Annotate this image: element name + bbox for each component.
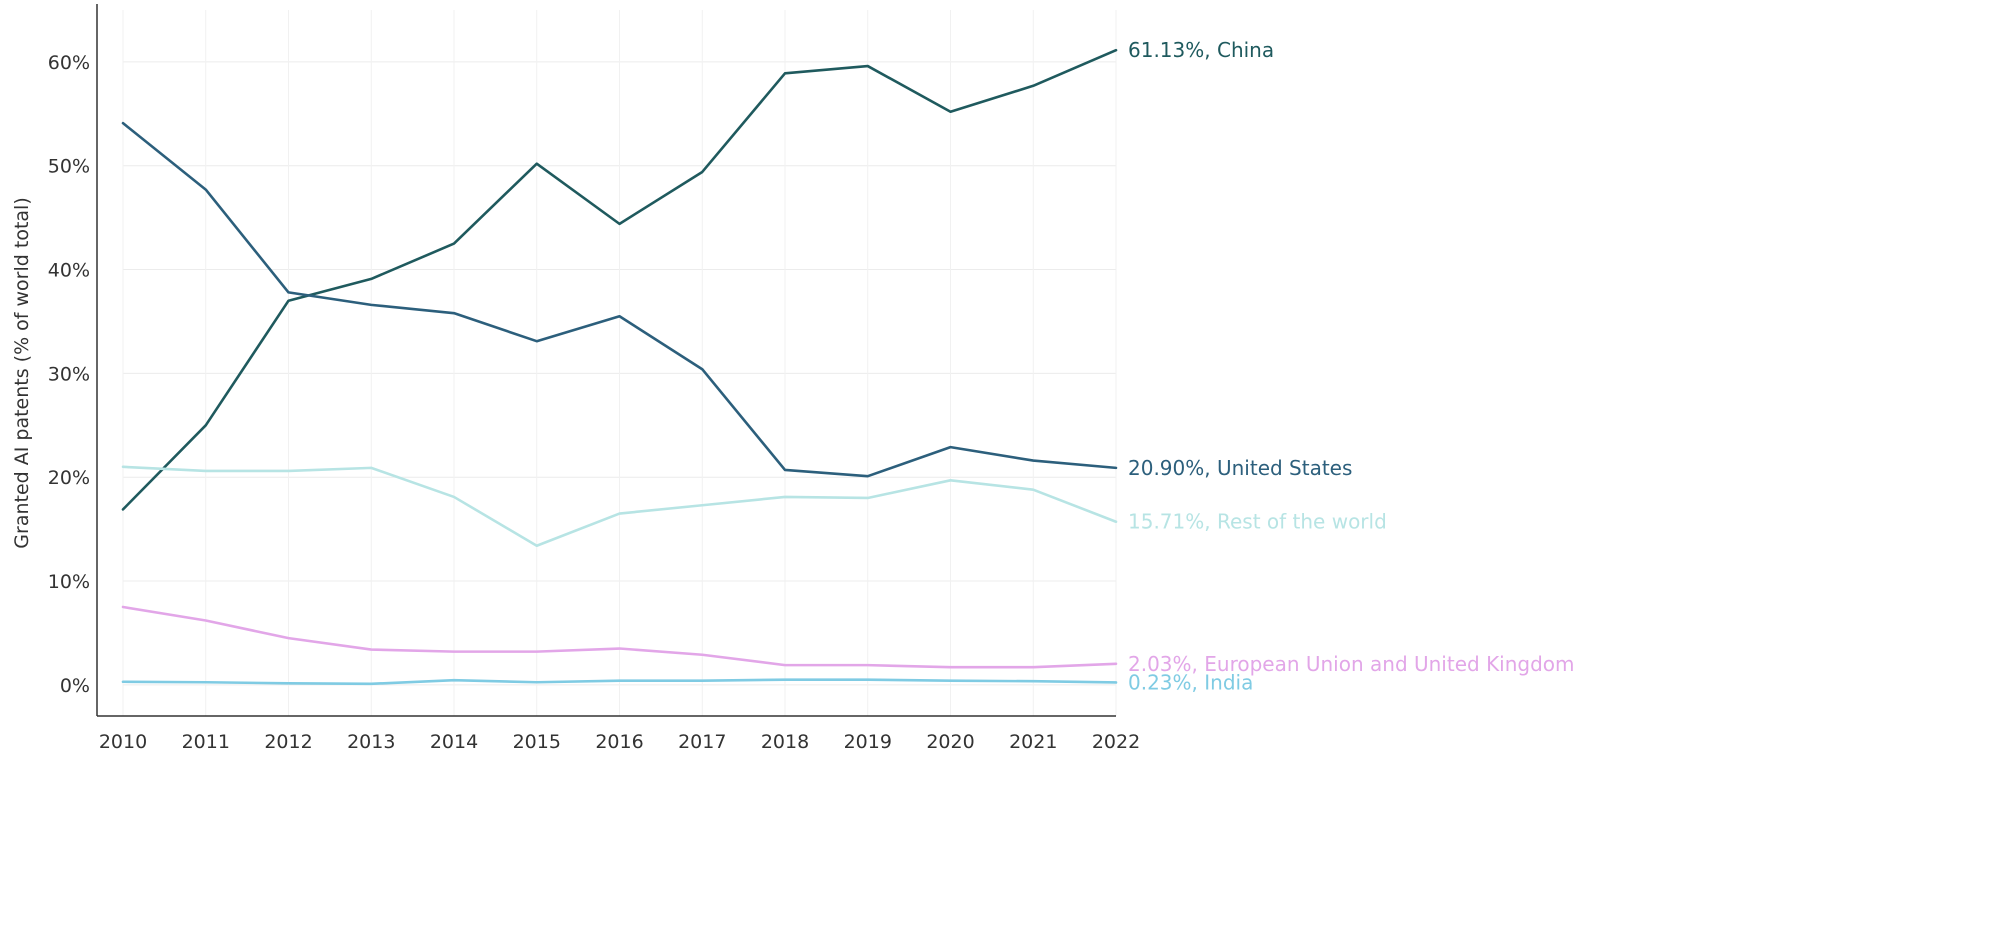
- y-axis-title: Granted AI patents (% of world total): [11, 197, 33, 548]
- x-tick-label: 2018: [761, 731, 809, 753]
- y-tick-label: 40%: [48, 260, 90, 282]
- x-tick-label: 2022: [1092, 731, 1140, 753]
- y-tick-label: 10%: [48, 571, 90, 593]
- series-line-india: [121, 678, 1118, 686]
- series-end-label: 20.90%, United States: [1128, 456, 1352, 480]
- x-tick-label: 2020: [926, 731, 974, 753]
- y-tick-label: 50%: [48, 156, 90, 178]
- axis-layer: 0% 10% 20% 30% 40% 50% 60% 2010 2011 2012 2013 2014…: [48, 4, 1140, 753]
- end-label-layer: 61.13%, China 20.90%, United States 15.71%…: [1128, 38, 1575, 694]
- series-line-united-states: [121, 121, 1118, 478]
- x-tick-label: 2021: [1009, 731, 1057, 753]
- x-tick-label: 2011: [182, 731, 230, 753]
- x-tick-label: 2015: [513, 731, 561, 753]
- series-end-label: 15.71%, Rest of the world: [1128, 510, 1387, 534]
- y-tick-label: 60%: [48, 52, 90, 74]
- series-line-rest-of-the-world: [121, 465, 1118, 548]
- series-end-label: 61.13%, China: [1128, 38, 1274, 62]
- series-line-european-union-and-united-kingdom: [121, 605, 1118, 669]
- y-tick-label: 30%: [48, 363, 90, 385]
- x-tick-label: 2014: [430, 731, 478, 753]
- x-tick-label: 2010: [99, 731, 147, 753]
- x-tick-label: 2012: [264, 731, 312, 753]
- series-end-label: 0.23%, India: [1128, 670, 1253, 694]
- x-tick-label: 2016: [595, 731, 643, 753]
- series-layer: [121, 48, 1118, 686]
- x-tick-label: 2019: [844, 731, 892, 753]
- y-tick-label: 0%: [60, 675, 90, 697]
- y-tick-label: 20%: [48, 467, 90, 489]
- x-tick-label: 2017: [678, 731, 726, 753]
- grid-layer: [122, 10, 1117, 716]
- x-tick-label: 2013: [347, 731, 395, 753]
- series-end-label: 2.03%, European Union and United Kingdom: [1128, 652, 1575, 676]
- series-line-china: [121, 48, 1118, 511]
